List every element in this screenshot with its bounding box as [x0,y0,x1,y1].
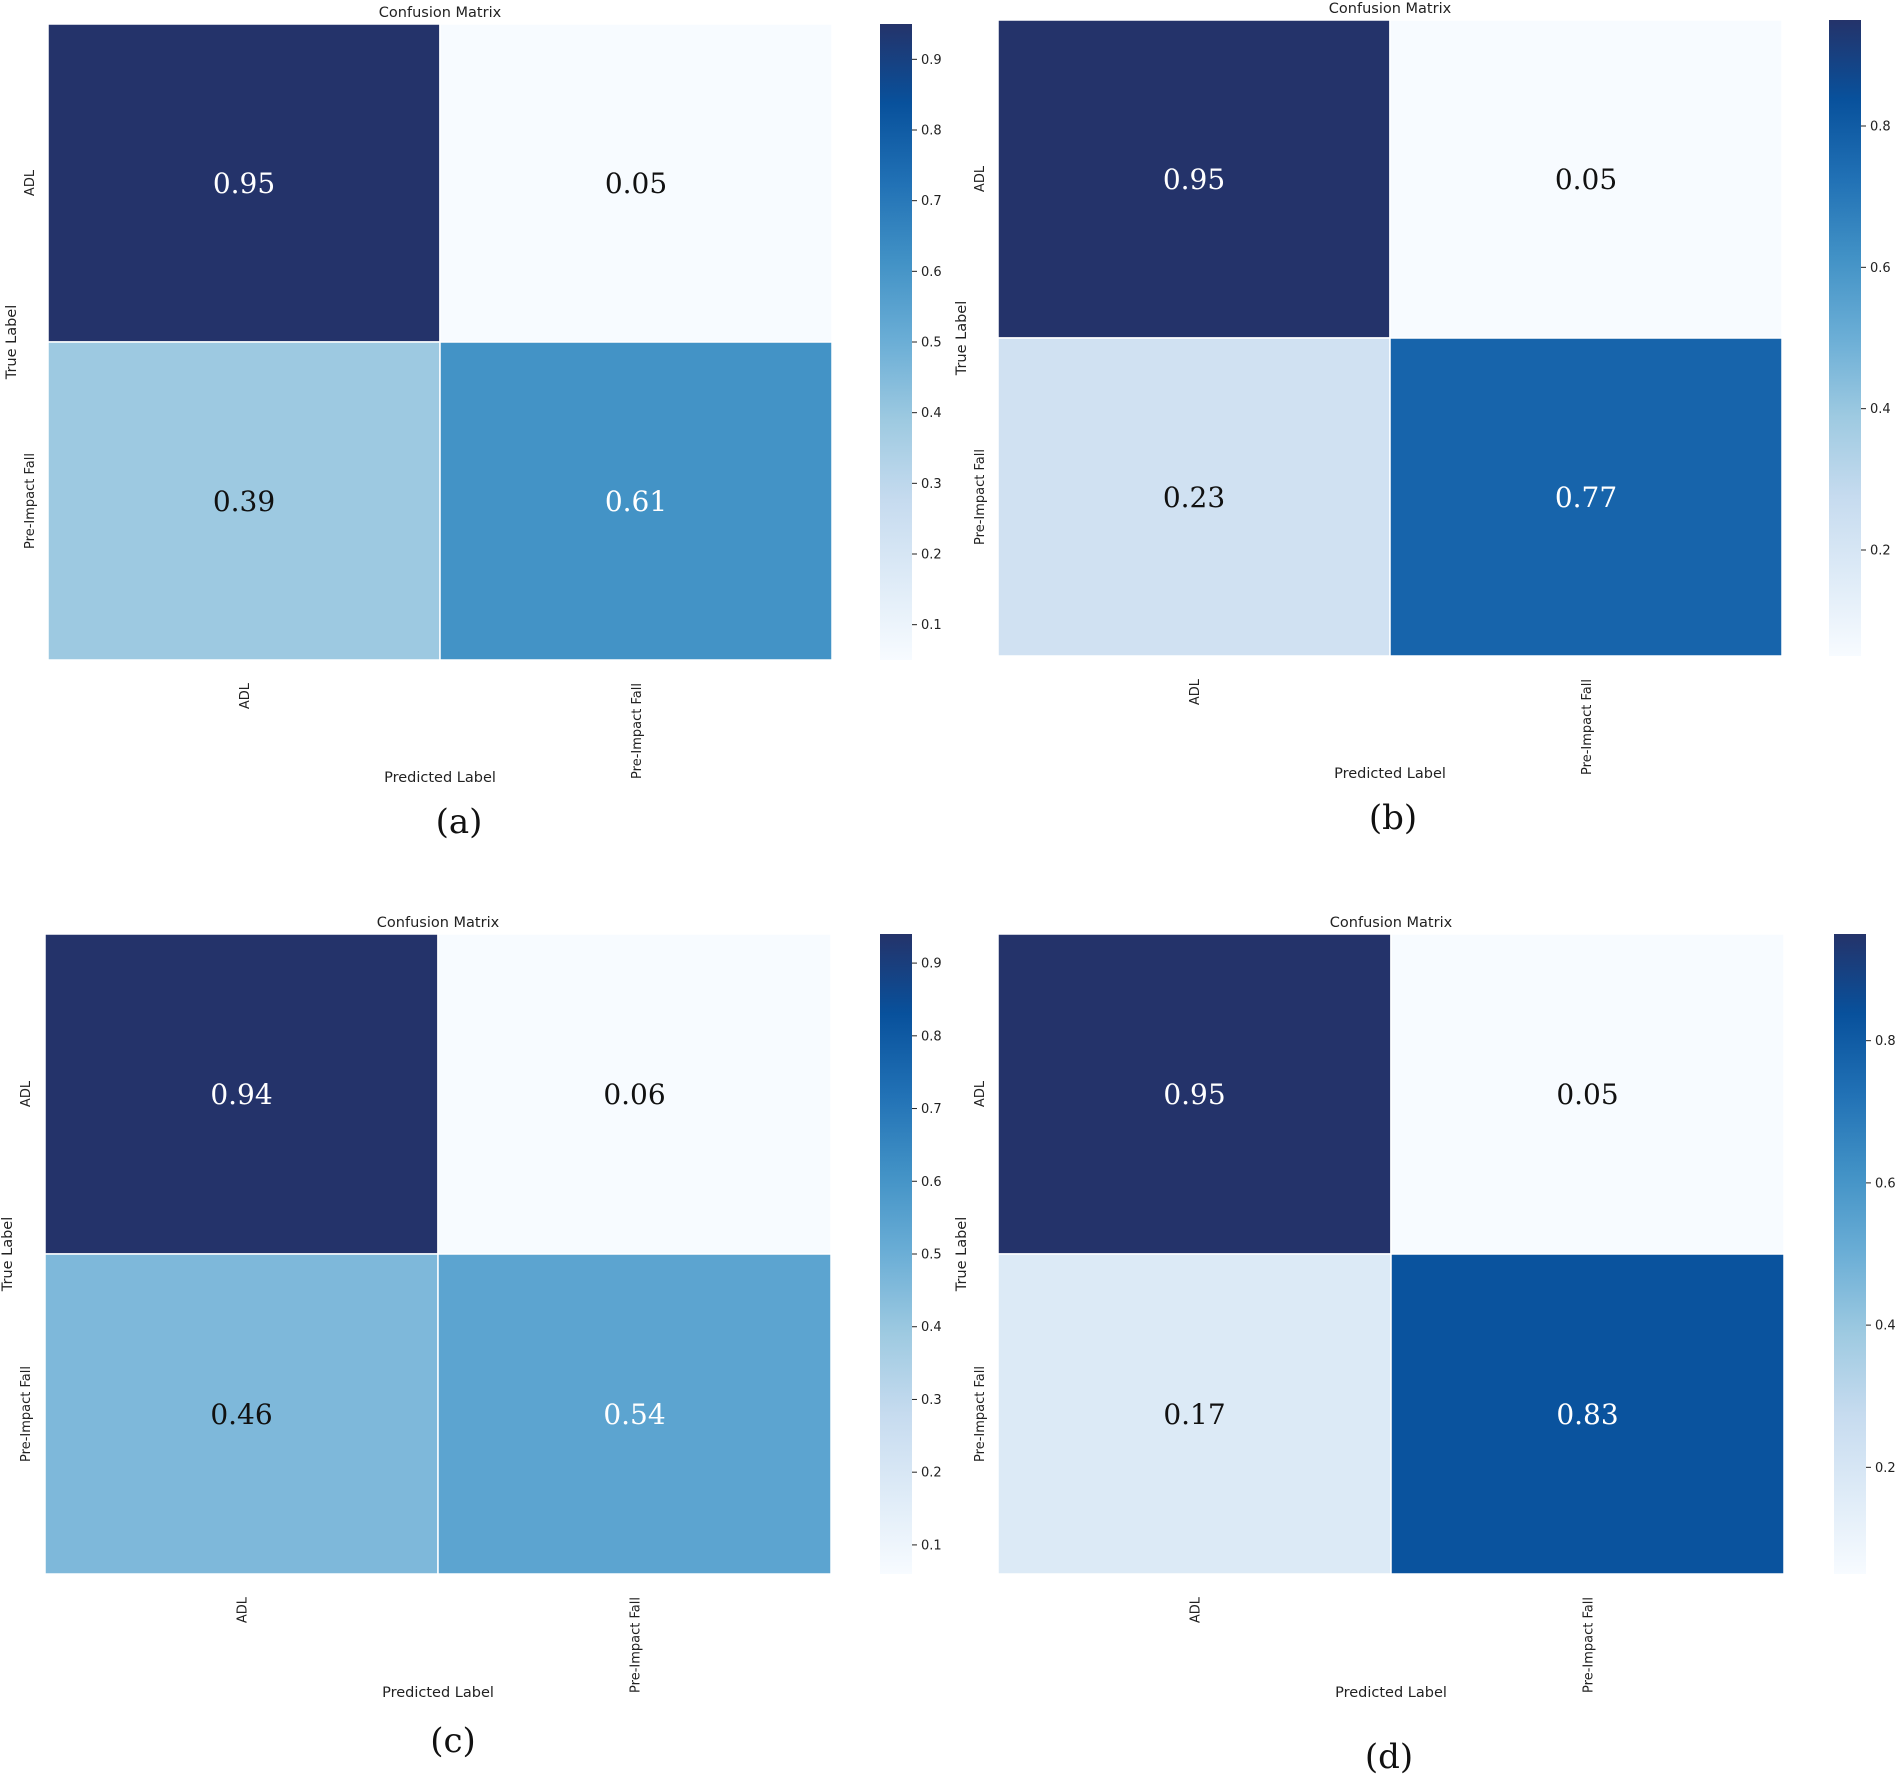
colorbar-tick-label: 0.2 [921,1466,942,1481]
colorbar [1829,20,1861,656]
cell-value-label: 0.39 [213,485,275,518]
x-tick-label: ADL [238,682,253,709]
cell-value-label: 0.05 [1555,163,1617,196]
heatmap-cell [437,933,832,1255]
cell-value-label: 0.23 [1163,481,1225,514]
colorbar-tick-label: 0.2 [921,548,942,563]
cell-value-label: 0.05 [1556,1078,1618,1111]
y-tick-label: ADL [23,169,38,196]
colorbar-tick-label: 0.6 [921,265,942,280]
heatmap-cell [44,933,439,1255]
cell-value-label: 0.94 [210,1078,272,1111]
y-axis-label: True Label [0,1217,16,1293]
colorbar-tick-label: 0.9 [921,53,942,68]
heatmap-cell [1389,19,1783,339]
x-axis-label: Predicted Label [1335,1685,1447,1701]
x-tick-label: Pre-Impact Fall [1582,1597,1597,1693]
colorbar-tick-label: 0.6 [921,1175,942,1190]
colorbar-tick-label: 0.6 [1870,261,1891,276]
heatmap-cell [997,1253,1392,1575]
colorbar-tick-label: 0.7 [921,194,942,209]
cell-value-label: 0.95 [1163,163,1225,196]
y-tick-label: ADL [973,165,988,192]
chart-title: Confusion Matrix [377,915,500,931]
x-axis-label: Predicted Label [384,770,496,786]
cell-value-label: 0.83 [1556,1398,1618,1431]
heatmap-cell [437,1253,832,1575]
heatmap-cell [47,23,441,343]
heatmap-cell [1390,1253,1785,1575]
confusion-matrix-panel: Confusion Matrix 0.94 0.06 0.46 0.54 ADL Pre-I… [0,915,942,1761]
colorbar-tick-label: 0.1 [921,1538,942,1553]
y-tick-label: Pre-Impact Fall [973,1366,988,1462]
colorbar [880,934,912,1574]
confusion-matrix-panel: Confusion Matrix 0.95 0.05 0.23 0.77 ADL Pre-I… [954,1,1891,838]
colorbar-tick-label: 0.4 [921,406,942,421]
colorbar-tick-label: 0.7 [921,1102,942,1117]
chart-title: Confusion Matrix [1329,1,1452,17]
x-tick-label: ADL [1189,1596,1204,1623]
heatmap-cell [439,23,833,343]
colorbar-tick-label: 0.5 [921,336,942,351]
panel-caption: (b) [1369,798,1417,838]
cell-value-label: 0.95 [213,167,275,200]
cell-value-label: 0.61 [605,485,667,518]
y-tick-label: Pre-Impact Fall [23,453,38,549]
x-tick-label: ADL [236,1596,251,1623]
heatmap-cell [47,341,441,661]
colorbar-tick-label: 0.4 [1875,1319,1896,1334]
colorbar [1834,934,1866,1574]
colorbar-tick-label: 0.4 [921,1320,942,1335]
colorbar-tick-label: 0.8 [921,124,942,139]
colorbar [880,24,912,660]
x-tick-label: Pre-Impact Fall [630,683,645,779]
cell-value-label: 0.95 [1163,1078,1225,1111]
colorbar-tick-label: 0.5 [921,1248,942,1263]
confusion-matrix-panel: Confusion Matrix 0.95 0.05 0.39 0.61 ADL Pre-I… [4,5,942,842]
colorbar-tick-label: 0.8 [1870,120,1891,135]
cell-value-label: 0.54 [603,1398,665,1431]
colorbar-tick-label: 0.6 [1875,1176,1896,1191]
y-tick-label: ADL [973,1080,988,1107]
panel-caption: (a) [436,802,483,842]
heatmap-cell [997,337,1391,657]
x-axis-label: Predicted Label [382,1685,494,1701]
y-axis-label: True Label [954,1217,970,1293]
colorbar-tick-label: 0.3 [921,477,942,492]
colorbar-tick-label: 0.2 [1870,544,1891,559]
heatmap-cell [44,1253,439,1575]
cell-value-label: 0.77 [1555,481,1617,514]
colorbar-tick-label: 0.9 [921,957,942,972]
y-tick-label: Pre-Impact Fall [19,1366,34,1462]
cell-value-label: 0.05 [605,167,667,200]
cell-value-label: 0.06 [603,1078,665,1111]
colorbar-tick-label: 0.3 [921,1393,942,1408]
colorbar-tick-label: 0.8 [921,1029,942,1044]
x-tick-label: Pre-Impact Fall [629,1597,644,1693]
colorbar-tick-label: 0.8 [1875,1034,1896,1049]
y-tick-label: ADL [19,1080,34,1107]
chart-title: Confusion Matrix [1330,915,1453,931]
x-tick-label: ADL [1188,678,1203,705]
colorbar-tick-label: 0.4 [1870,402,1891,417]
y-tick-label: Pre-Impact Fall [973,449,988,545]
x-tick-label: Pre-Impact Fall [1580,679,1595,775]
heatmap-cell [997,933,1392,1255]
y-axis-label: True Label [954,301,970,377]
colorbar-tick-label: 0.1 [921,618,942,633]
x-axis-label: Predicted Label [1334,766,1446,782]
chart-title: Confusion Matrix [379,5,502,21]
heatmap-cell [997,19,1391,339]
heatmap-cell [439,341,833,661]
heatmap-cell [1389,337,1783,657]
heatmap-cell [1390,933,1785,1255]
cell-value-label: 0.17 [1163,1398,1225,1431]
panel-caption: (d) [1365,1737,1413,1777]
y-axis-label: True Label [4,305,20,381]
colorbar-tick-label: 0.2 [1875,1461,1896,1476]
cell-value-label: 0.46 [210,1398,272,1431]
confusion-matrix-panel: Confusion Matrix 0.95 0.05 0.17 0.83 ADL Pre-I… [954,915,1896,1777]
panel-caption: (c) [430,1721,476,1761]
